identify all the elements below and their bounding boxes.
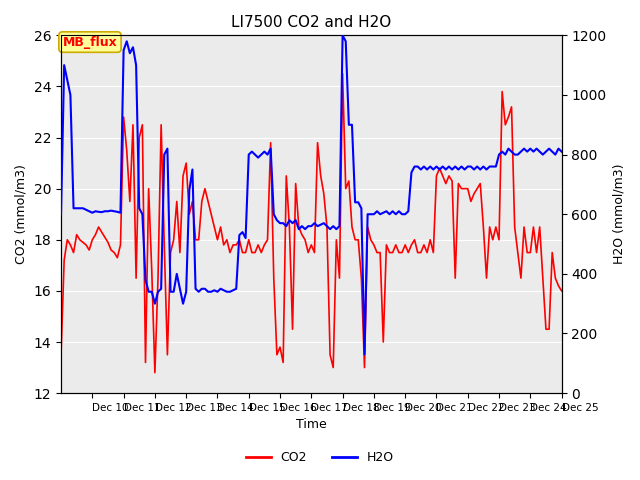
- X-axis label: Time: Time: [296, 419, 326, 432]
- Legend: CO2, H2O: CO2, H2O: [241, 446, 399, 469]
- Y-axis label: CO2 (mmol/m3): CO2 (mmol/m3): [15, 164, 28, 264]
- Text: MB_flux: MB_flux: [63, 36, 117, 48]
- Title: LI7500 CO2 and H2O: LI7500 CO2 and H2O: [231, 15, 392, 30]
- Y-axis label: H2O (mmol/m3): H2O (mmol/m3): [612, 164, 625, 264]
